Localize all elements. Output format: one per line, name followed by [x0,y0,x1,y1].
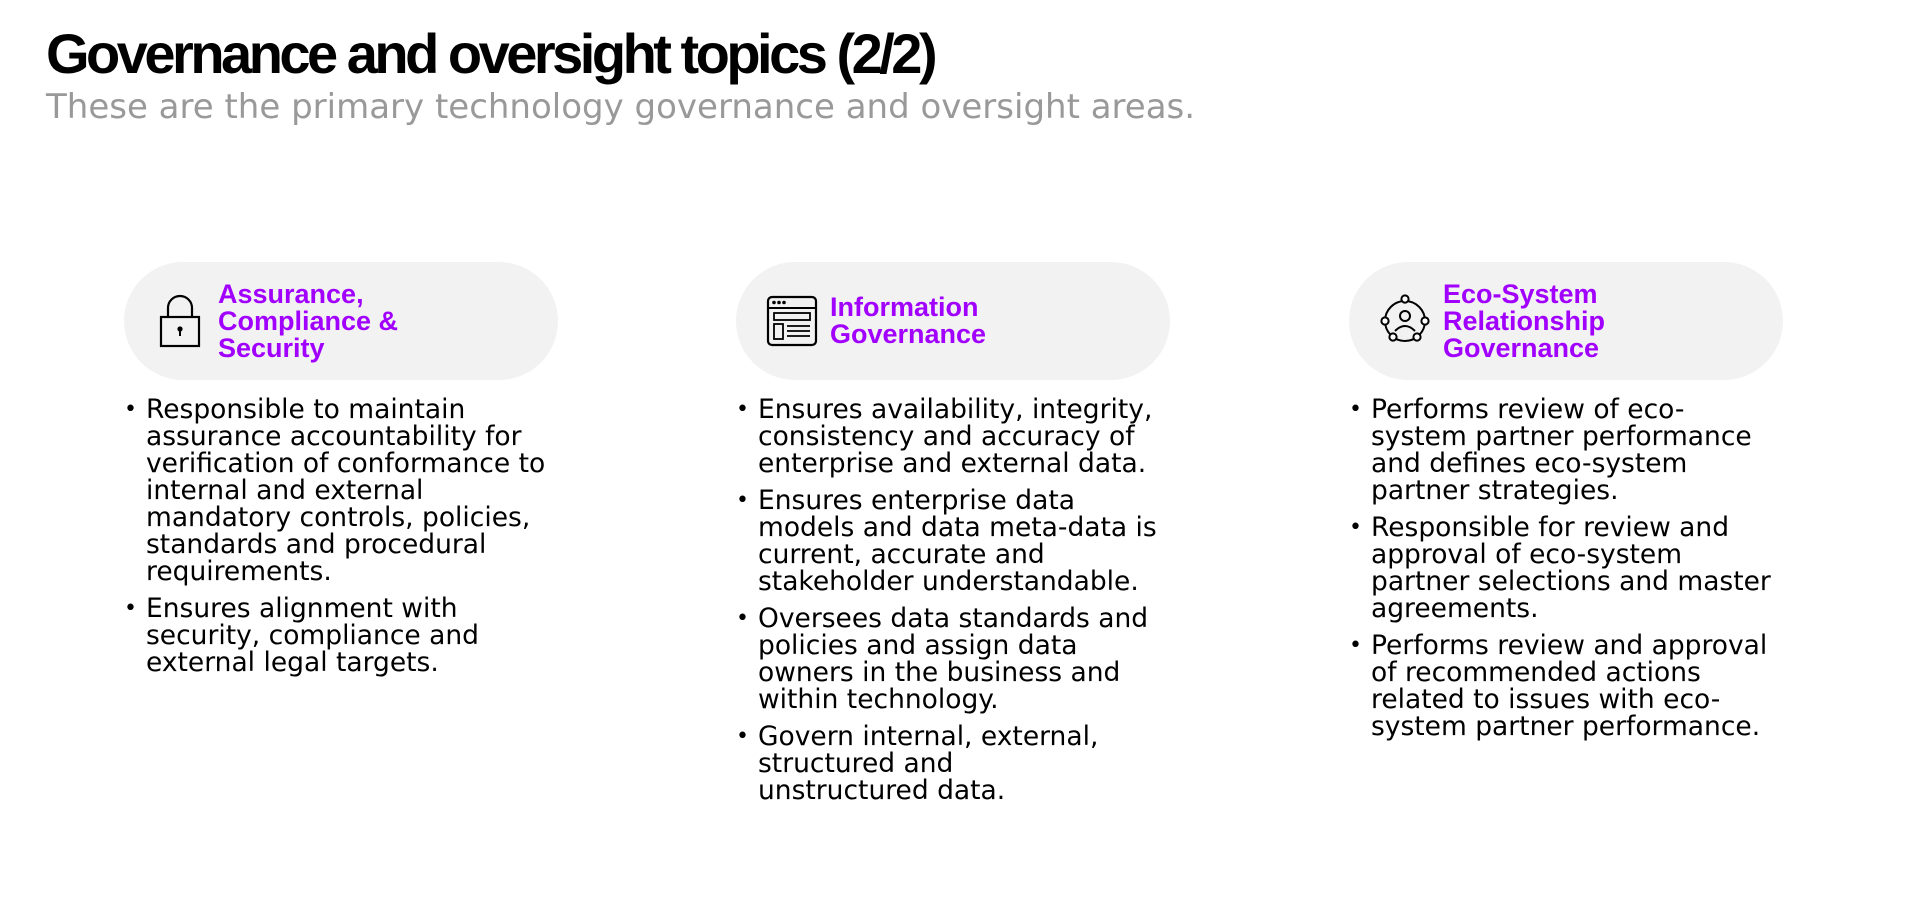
bullet-text: Ensures enterprise data models and data … [758,485,1157,597]
topic-header-pill: Information Governance [736,262,1170,380]
bullet-text: Responsible to maintain assurance accoun… [146,394,546,587]
topic-bullet-list: • Performs review of eco- system partner … [1349,396,1789,740]
list-item: • Govern internal, external, structured a… [736,723,1176,804]
bullet-marker: • [736,397,749,422]
bullet-text: Ensures availability, integrity, consist… [758,394,1153,479]
bullet-text: Govern internal, external, structured an… [758,721,1099,806]
list-item: • Performs review and approval of recomme… [1349,632,1789,740]
list-item: • Responsible for review and approval of … [1349,514,1789,622]
bullet-marker: • [1349,515,1362,540]
topic-column-assurance: Assurance, Compliance & Security • Respon… [124,262,564,686]
topic-bullet-list: • Ensures availability, integrity, consis… [736,396,1176,804]
topic-header-pill: Eco-System Relationship Governance [1349,262,1783,380]
list-item: • Ensures alignment with security, compli… [124,595,564,676]
list-item: • Ensures enterprise data models and data… [736,487,1176,595]
bullet-text: Ensures alignment with security, complia… [146,593,479,678]
bullet-marker: • [124,596,137,621]
bullet-marker: • [1349,633,1362,658]
list-item: • Responsible to maintain assurance accou… [124,396,564,585]
bullet-marker: • [124,397,137,422]
bullet-marker: • [1349,397,1362,422]
bullet-marker: • [736,724,749,749]
page-subtitle: These are the primary technology governa… [46,87,1196,127]
bullet-marker: • [736,606,749,631]
bullet-text: Responsible for review and approval of e… [1371,512,1771,624]
list-item: • Oversees data standards and policies an… [736,605,1176,713]
page-title: Governance and oversight topics (2/2) [46,22,938,85]
topic-column-information: Information Governance • Ensures availabi… [736,262,1176,814]
bullet-marker: • [736,488,749,513]
topic-title: Eco-System Relationship Governance [1443,278,1606,363]
bullet-text: Performs review of eco- system partner p… [1371,394,1752,506]
list-item: • Performs review of eco- system partner … [1349,396,1789,504]
list-item: • Ensures availability, integrity, consis… [736,396,1176,477]
padlock-icon [152,293,208,349]
ecosystem-network-icon [1377,293,1433,349]
topic-header-pill: Assurance, Compliance & Security [124,262,558,380]
topic-title: Assurance, Compliance & Security [218,278,399,363]
topic-column-ecosystem: Eco-System Relationship Governance • Perf… [1349,262,1789,750]
bullet-text: Oversees data standards and policies and… [758,603,1149,715]
bullet-text: Performs review and approval of recommen… [1371,630,1768,742]
topic-title: Information Governance [830,292,987,349]
browser-window-icon [764,293,820,349]
topic-bullet-list: • Responsible to maintain assurance accou… [124,396,564,676]
